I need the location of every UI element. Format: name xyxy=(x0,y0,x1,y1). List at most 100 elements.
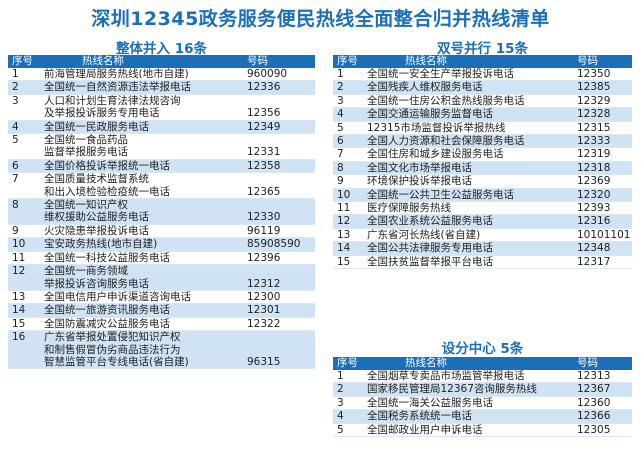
row-number: 4 xyxy=(333,107,365,122)
table-row: 5 全国邮政业用户申诉电话 12305 xyxy=(333,423,632,438)
hotline-name-line: 全国质量技术监督系统 xyxy=(44,173,149,186)
row-number: 10 xyxy=(8,237,42,252)
hotline-name-line: 监督举报服务电话 xyxy=(44,146,128,159)
hotline-name: 全国农业系统公益服务电话 xyxy=(365,214,577,229)
table-row: 13 全国电信用户申诉渠道咨询电话 12300 xyxy=(8,290,315,305)
hotline-number: 12312 xyxy=(247,264,315,291)
hotline-name-line: 全国防震减灾公益服务电话 xyxy=(44,317,170,330)
hotline-name-line: 全国统一食品药品 xyxy=(44,134,128,147)
row-number: 12 xyxy=(333,214,365,229)
row-number: 13 xyxy=(8,290,42,305)
hotline-name: 国家移民管理局12367咨询服务热线 xyxy=(365,382,577,397)
hotline-name-line: 和出入境检验检疫统一电话 xyxy=(44,185,170,198)
table-row: 4 全国税务系统统一电话 12366 xyxy=(333,409,632,424)
hotline-name: 全国烟草专卖品市场监管举报电话 xyxy=(365,370,577,384)
table-row: 14 全国统一旅游资讯服务电话 12301 xyxy=(8,303,315,318)
hotline-name: 全国统一安全生产举报投诉电话 xyxy=(365,68,577,82)
hotline-name: 全国邮政业用户申诉电话 xyxy=(365,423,577,438)
hotline-name: 全国公共法律服务专用电话 xyxy=(365,241,577,256)
section-heading-parallel: 双号并行 15条 xyxy=(437,41,528,57)
hotline-number: 10101101 xyxy=(577,228,632,243)
hotline-name: 全国残疾人维权服务电话 xyxy=(365,80,577,95)
hotline-name: 环境保护投诉举报电话 xyxy=(365,174,577,189)
row-number: 3 xyxy=(333,94,365,109)
hotline-number: 12300 xyxy=(247,290,315,305)
header-name: 热线名称 xyxy=(42,55,247,68)
hotline-number: 12396 xyxy=(247,251,315,266)
table-row: 15 全国扶贫监督举报平台电话 12317 xyxy=(333,255,632,270)
hotline-number: 12358 xyxy=(247,159,315,174)
hotline-name: 全国税务系统统一电话 xyxy=(365,409,577,424)
table-row: 15 全国防震减灾公益服务电话 12322 xyxy=(8,317,315,332)
hotline-number: 12305 xyxy=(577,423,632,438)
hotline-name: 全国统一海关公益服务电话 xyxy=(365,396,577,411)
hotline-name: 全国统一民政服务电话 xyxy=(42,120,247,135)
row-number: 2 xyxy=(333,382,365,397)
table-row: 1 全国烟草专卖品市场监管举报电话 12313 xyxy=(333,370,632,384)
hotline-number: 12320 xyxy=(577,188,632,203)
row-number: 4 xyxy=(333,409,365,424)
table-row: 11 全国统一科技公益服务电话 12396 xyxy=(8,251,315,266)
hotline-name: 全国统一食品药品 监督举报服务电话 xyxy=(42,133,247,160)
hotline-number: 12336 xyxy=(247,80,315,95)
hotline-number: 12318 xyxy=(577,161,632,176)
table-row: 7 全国质量技术监督系统 和出入境检验检疫统一电话 12365 xyxy=(8,172,315,200)
row-number: 7 xyxy=(333,147,365,162)
hotline-name-line: 全国统一科技公益服务电话 xyxy=(44,251,170,264)
hotline-name-line: 全国统一民政服务电话 xyxy=(44,120,149,133)
row-number: 5 xyxy=(8,133,42,160)
table-row: 3 人口和计划生育法律法规咨询 及举报投诉服务专用电话 12356 xyxy=(8,94,315,121)
hotline-name-line: 全国统一自然资源违法举报电话 xyxy=(44,81,191,94)
table-row: 8 全国统一知识产权 维权援助公益服务电话 12330 xyxy=(8,198,315,225)
hotline-number: 12367 xyxy=(577,382,632,397)
hotline-number: 12322 xyxy=(247,317,315,332)
hotline-number: 12317 xyxy=(577,255,632,270)
hotline-name-line: 火灾隐患举报投诉电话 xyxy=(44,224,149,237)
hotline-name-line: 人口和计划生育法律法规咨询 xyxy=(44,94,181,107)
hotline-number: 12356 xyxy=(247,94,315,121)
hotline-name-line: 举报投诉咨询服务电话 xyxy=(44,277,149,290)
hotline-number: 12348 xyxy=(577,241,632,256)
header-code: 号码 xyxy=(247,55,315,68)
hotline-name-line: 全国电信用户申诉渠道咨询电话 xyxy=(44,290,191,303)
row-number: 8 xyxy=(333,161,365,176)
hotline-name: 12315市场监督投诉举报热线 xyxy=(365,121,577,136)
hotline-name: 医疗保障服务热线 xyxy=(365,201,577,216)
hotline-number: 12316 xyxy=(577,214,632,229)
table-row: 5 全国统一食品药品 监督举报服务电话 12331 xyxy=(8,133,315,160)
hotline-name: 全国统一知识产权 维权援助公益服务电话 xyxy=(42,198,247,225)
hotline-name: 全国防震减灾公益服务电话 xyxy=(42,317,247,332)
hotline-number: 12366 xyxy=(577,409,632,424)
table-row: 12 全国农业系统公益服务电话 12316 xyxy=(333,214,632,229)
parallel-hotlines-table: 序号 热线名称 号码 1 全国统一安全生产举报投诉电话 12350 2 全国残疾人维权服… xyxy=(333,55,632,270)
hotline-name: 全国住房和城乡建设服务电话 xyxy=(365,147,577,162)
row-number: 16 xyxy=(8,330,42,370)
hotline-name: 全国交通运输服务监督电话 xyxy=(365,107,577,122)
row-number: 1 xyxy=(8,68,42,82)
row-number: 6 xyxy=(333,134,365,149)
row-number: 11 xyxy=(8,251,42,266)
hotline-number: 12330 xyxy=(247,198,315,225)
hotline-name: 全国文化市场举报电话 xyxy=(365,161,577,176)
hotline-number: 12365 xyxy=(247,172,315,200)
row-number: 12 xyxy=(8,264,42,291)
header-num: 序号 xyxy=(8,55,42,68)
hotline-name: 全国统一科技公益服务电话 xyxy=(42,251,247,266)
subcenter-hotlines-table: 序号 热线名称 号码 1 全国烟草专卖品市场监管举报电话 12313 2 国家移民管理局… xyxy=(333,357,632,438)
row-number: 4 xyxy=(8,120,42,135)
hotline-name: 人口和计划生育法律法规咨询 及举报投诉服务专用电话 xyxy=(42,94,247,121)
row-number: 3 xyxy=(8,94,42,121)
row-number: 15 xyxy=(333,255,365,270)
row-number: 9 xyxy=(8,224,42,239)
hotline-name-line: 和制售假冒伪劣商品违法行为 xyxy=(44,343,181,356)
hotline-name: 广东省举报处置侵犯知识产权 和制售假冒伪劣商品违法行为 智慧监管平台专线电话(省自建… xyxy=(42,330,247,370)
hotline-number: 85908590 xyxy=(247,237,315,252)
hotline-name: 全国统一住房公积金热线服务电话 xyxy=(365,94,577,109)
row-number: 1 xyxy=(333,370,365,384)
hotline-number: 12385 xyxy=(577,80,632,95)
table-row: 12 全国统一商务领域 举报投诉咨询服务电话 12312 xyxy=(8,264,315,291)
table-row: 16 广东省举报处置侵犯知识产权 和制售假冒伪劣商品违法行为 智慧监管平台专线电话(省… xyxy=(8,330,315,370)
page-title: 深圳12345政务服务便民热线全面整合归并热线清单 xyxy=(91,8,550,30)
hotline-number: 12333 xyxy=(577,134,632,149)
table-row: 9 火灾隐患举报投诉电话 96119 xyxy=(8,224,315,239)
